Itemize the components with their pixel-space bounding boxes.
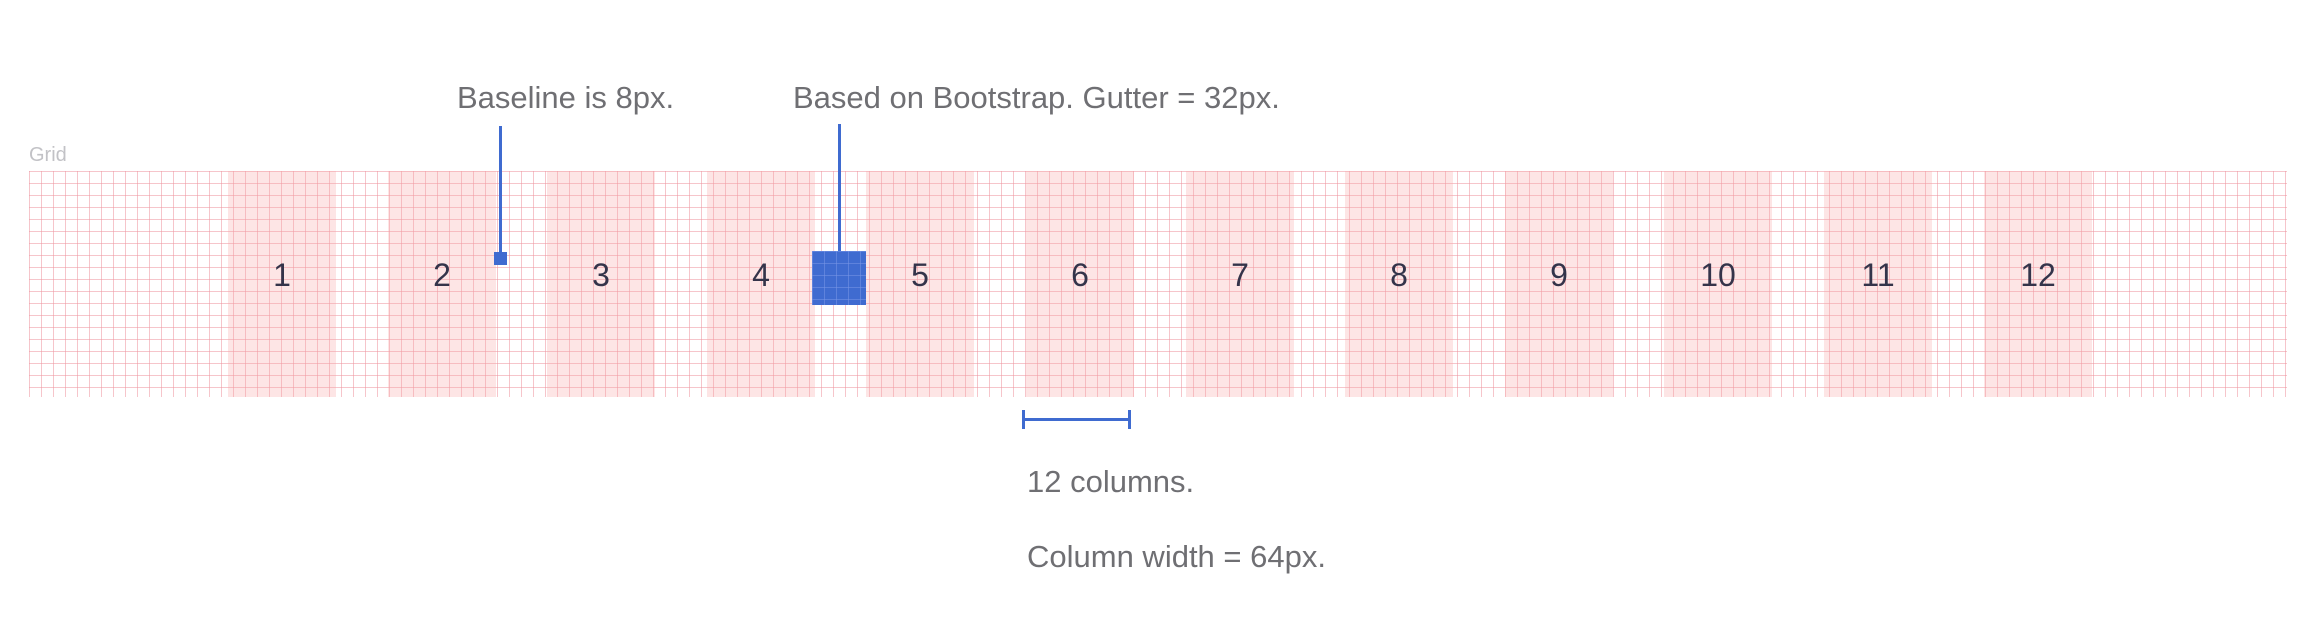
grid-column-number: 8 (1390, 257, 1408, 293)
grid-column-9: 9 (1505, 171, 1613, 397)
grid-column-number: 3 (592, 257, 610, 293)
grid-column-5: 5 (866, 171, 974, 397)
gutter-marker (812, 251, 866, 305)
grid-column-number: 2 (433, 257, 451, 293)
grid-column-number: 1 (273, 257, 291, 293)
column-width-bracket-line (1022, 418, 1131, 421)
grid-column-3: 3 (547, 171, 655, 397)
baseline-pointer-line (499, 126, 502, 252)
grid-column-1: 1 (228, 171, 336, 397)
grid-column-number: 4 (752, 257, 770, 293)
grid-column-number: 5 (911, 257, 929, 293)
grid-column-number: 11 (1861, 257, 1895, 293)
grid-column-11: 11 (1824, 171, 1932, 397)
columns-count-annotation: 12 columns. (1027, 464, 1195, 499)
column-width-bracket-left-tick (1022, 410, 1025, 429)
grid-column-number: 9 (1550, 257, 1568, 293)
grid-column-2: 2 (388, 171, 496, 397)
grid-column-8: 8 (1345, 171, 1453, 397)
gutter-pointer-line (838, 124, 841, 252)
column-width-bracket-right-tick (1128, 410, 1131, 429)
section-label-grid: Grid (29, 144, 67, 166)
baseline-marker (494, 252, 507, 265)
grid-column-number: 10 (1700, 257, 1736, 293)
grid-column-number: 12 (2020, 257, 2056, 293)
grid-column-number: 6 (1071, 257, 1089, 293)
grid-column-4: 4 (707, 171, 815, 397)
grid-column-number: 7 (1231, 257, 1249, 293)
gutter-annotation: Based on Bootstrap. Gutter = 32px. (793, 80, 1280, 115)
grid-column-10: 10 (1664, 171, 1772, 397)
grid-column-12: 12 (1984, 171, 2092, 397)
grid-area: 1 2 3 4 5 6 7 8 9 10 11 12 (29, 171, 2287, 397)
grid-column-6: 6 (1026, 171, 1134, 397)
baseline-annotation: Baseline is 8px. (457, 80, 675, 115)
grid-column-7: 7 (1186, 171, 1294, 397)
column-width-annotation: Column width = 64px. (1027, 539, 1326, 574)
